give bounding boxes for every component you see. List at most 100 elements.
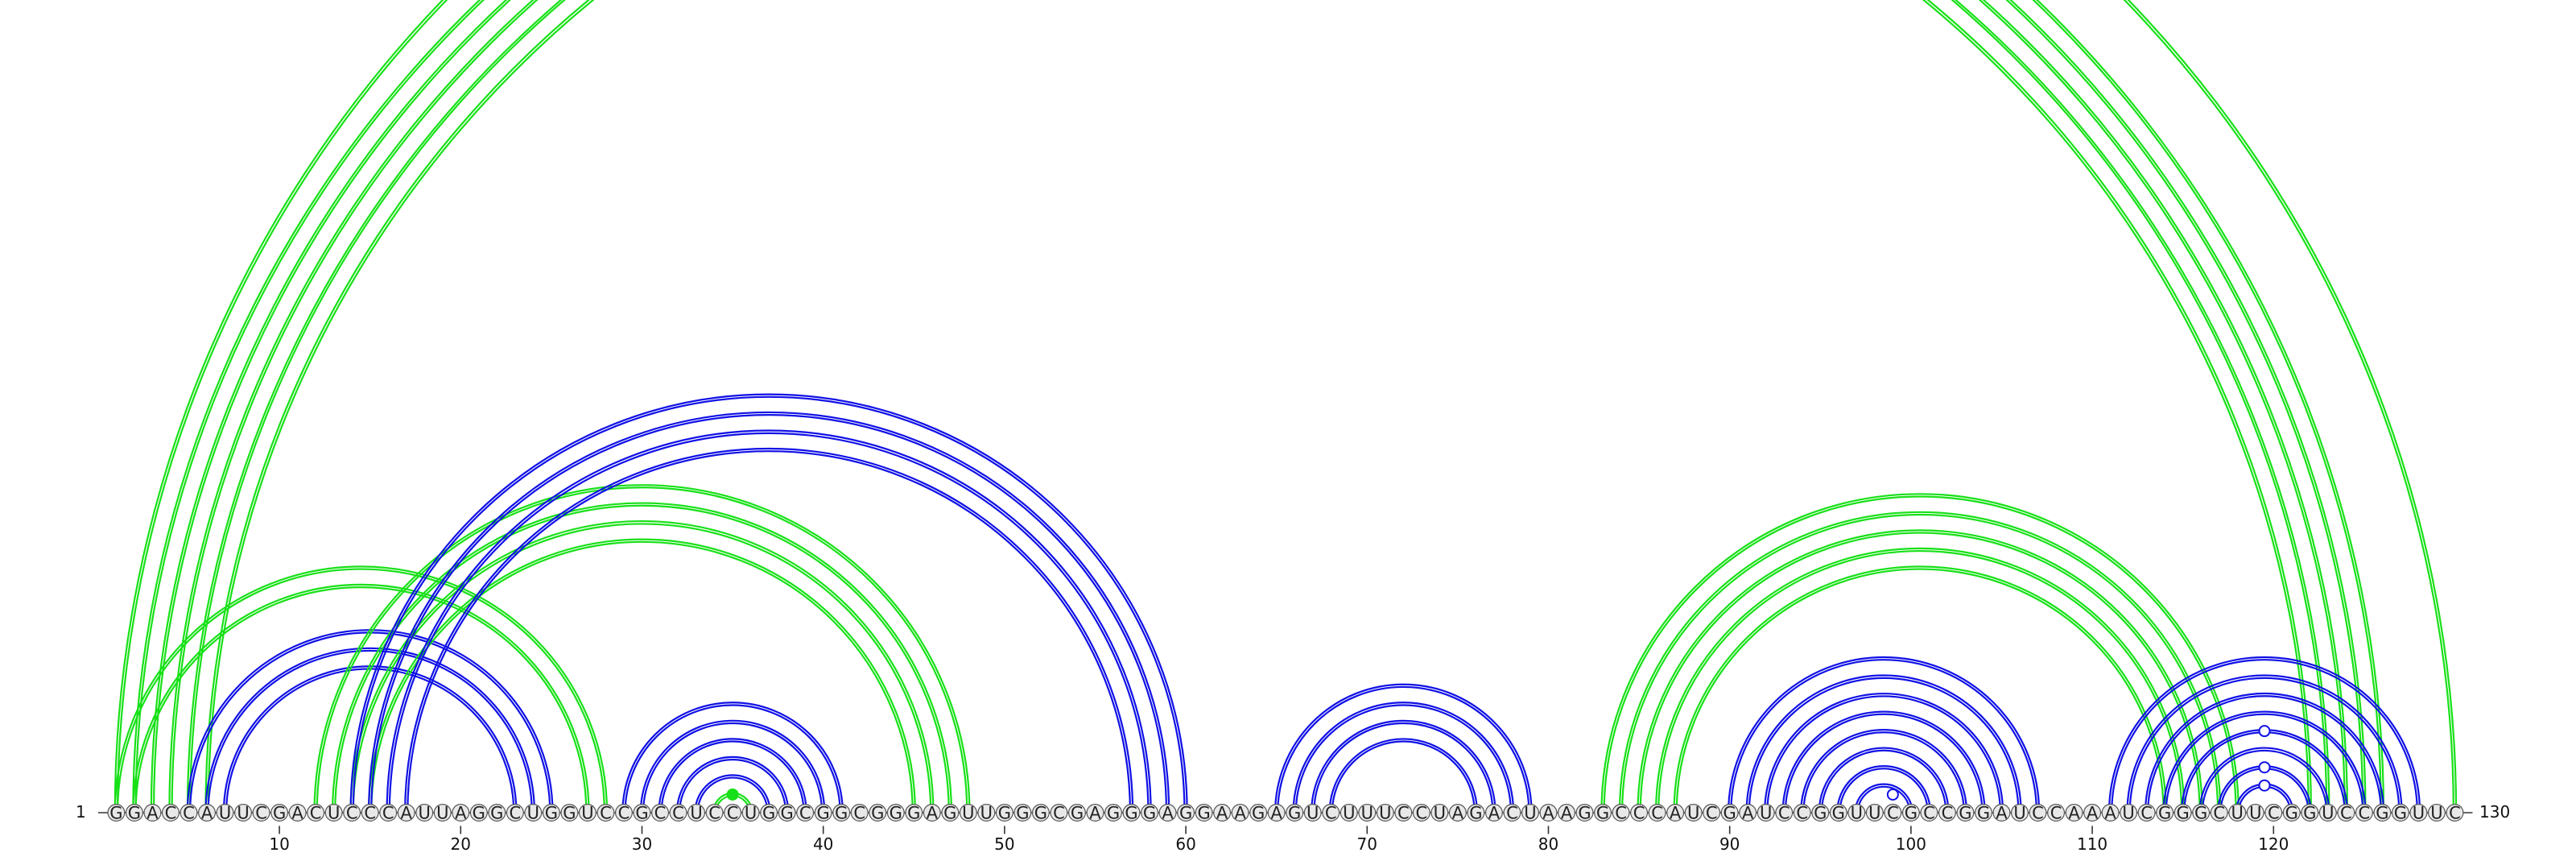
base-pair-arc-29-41-b <box>624 704 841 813</box>
nucleotide-letter: C <box>1053 804 1065 823</box>
nucleotide-letter: U <box>980 804 993 823</box>
nucleotide-letter: U <box>1760 804 1772 823</box>
base-pair-arc-111-128 <box>2107 656 2421 813</box>
base-pair-arc-29-41 <box>621 702 844 813</box>
nucleotide-letter: G <box>1905 804 1918 823</box>
nucleotide-circle <box>252 803 270 822</box>
nucleotide-circle <box>2409 803 2428 822</box>
nucleotide-letter: G <box>1832 804 1845 823</box>
base-pair-arc-114-125-b <box>2165 713 2364 813</box>
base-pair-arc-33-37-b <box>696 776 769 813</box>
nucleotide-92: U <box>1757 804 1775 823</box>
base-pair-arc-67-77 <box>1311 719 1496 813</box>
nucleotide-circle <box>1992 803 2011 822</box>
nucleotide-letter: C <box>727 804 739 823</box>
tick-label-120: 120 <box>2258 834 2289 854</box>
nucleotide-28: C <box>597 804 615 823</box>
nucleotide-letter: G <box>1959 804 1971 823</box>
base-pair-arc-112-127-b <box>2128 677 2401 813</box>
base-pair-arc-95-102 <box>1818 747 1950 813</box>
nucleotide-48: U <box>959 803 977 823</box>
nucleotide-58: G <box>1141 804 1159 823</box>
nucleotide-59: A <box>1158 804 1177 823</box>
nucleotide-85: C <box>1630 804 1649 823</box>
nucleotide-letter: U <box>328 804 340 823</box>
nucleotide-letter: A <box>1162 804 1174 823</box>
nucleotide-letter: C <box>165 804 177 823</box>
nucleotide-86: C <box>1648 804 1666 823</box>
base-pair-arc-16-58-b <box>388 432 1150 813</box>
nucleotide-circle <box>959 803 977 822</box>
base-pair-arc-66-78 <box>1292 702 1515 813</box>
nucleotide-75: A <box>1448 804 1467 823</box>
nucleotide-circle <box>724 803 742 822</box>
nucleotide-circle <box>1521 803 1539 822</box>
nucleotide-circle <box>633 803 651 822</box>
nucleotide-circle <box>2029 803 2047 822</box>
nucleotide-letter: G <box>1724 804 1736 823</box>
nucleotide-letter: A <box>2068 804 2080 823</box>
nucleotide-circle <box>2391 803 2409 822</box>
nucleotide-circle <box>650 803 669 822</box>
nucleotide-letter: A <box>201 804 213 823</box>
nucleotide-letter: G <box>2394 804 2407 823</box>
base-pair-arc-111-128-b <box>2111 659 2418 813</box>
base-pair-arc-86-115-b <box>1657 549 2183 813</box>
nucleotide-circle <box>2192 803 2211 822</box>
nucleotide-circle <box>452 803 470 822</box>
base-pair-arc-65-79-b <box>1277 685 1530 813</box>
nucleotide-circle <box>687 803 706 822</box>
base-pair-arc-12-48-b <box>316 486 968 813</box>
nucleotide-circle <box>1067 803 1086 822</box>
nucleotide-letter: G <box>490 804 503 823</box>
tick-label-20: 20 <box>451 834 471 854</box>
nucleotide-113: C <box>2137 804 2156 823</box>
nucleotide-circle <box>1231 803 1249 822</box>
nucleotide-circle <box>307 803 325 822</box>
nucleotide-41: G <box>832 804 851 823</box>
nucleotide-letter: G <box>1288 804 1301 823</box>
nucleotide-64: G <box>1249 804 1268 823</box>
start-label: 1 <box>76 802 86 822</box>
nucleotide-letter: C <box>1633 804 1645 823</box>
nucleotide-letter: G <box>998 804 1011 823</box>
nucleotide-letter: U <box>1851 804 1863 823</box>
nucleotide-letter: C <box>672 804 684 823</box>
nucleotide-letter: A <box>1452 804 1464 823</box>
nucleotide-circle <box>2065 803 2083 822</box>
nucleotide-111: A <box>2101 804 2120 823</box>
nucleotide-96: G <box>1829 804 1847 823</box>
nucleotide-letter: G <box>871 804 884 823</box>
nucleotide-letter: G <box>109 804 122 823</box>
base-pair-arc-6-122-b <box>207 0 2310 813</box>
base-pair-arc-1-28-b <box>116 568 605 813</box>
nucleotide-letter: C <box>1923 804 1935 823</box>
base-pair-arc-6-122 <box>204 0 2313 813</box>
nucleotide-13: U <box>324 804 343 823</box>
nucleotide-circle <box>1974 803 1992 822</box>
base-pair-arc-84-117 <box>1618 511 2222 813</box>
base-pair-arc-83-118 <box>1600 493 2240 813</box>
base-pair-arc-93-104 <box>1781 710 1986 813</box>
nucleotide-10: G <box>270 803 289 823</box>
nucleotide-68: C <box>1322 804 1340 823</box>
nucleotide-98: U <box>1865 804 1884 823</box>
nucleotide-19: U <box>433 804 452 823</box>
end-label: 130 <box>2479 802 2510 822</box>
nucleotide-79: U <box>1521 803 1539 823</box>
base-pair-arc-31-39-b <box>660 740 805 813</box>
nucleotide-63: A <box>1231 803 1249 823</box>
nucleotide-letter: C <box>853 804 865 823</box>
tick-label-10: 10 <box>269 834 289 854</box>
nucleotide-letter: U <box>962 804 974 823</box>
nucleotide-letter: G <box>2303 804 2316 823</box>
nucleotide-circle <box>2156 803 2174 822</box>
nucleotide-letter: U <box>1434 804 1446 823</box>
nucleotide-circle <box>270 803 289 822</box>
base-pair-arc-68-76 <box>1328 738 1479 813</box>
nucleotide-circle <box>216 803 234 822</box>
nucleotide-letter: G <box>1107 804 1120 823</box>
nucleotide-circle <box>1575 803 1594 822</box>
